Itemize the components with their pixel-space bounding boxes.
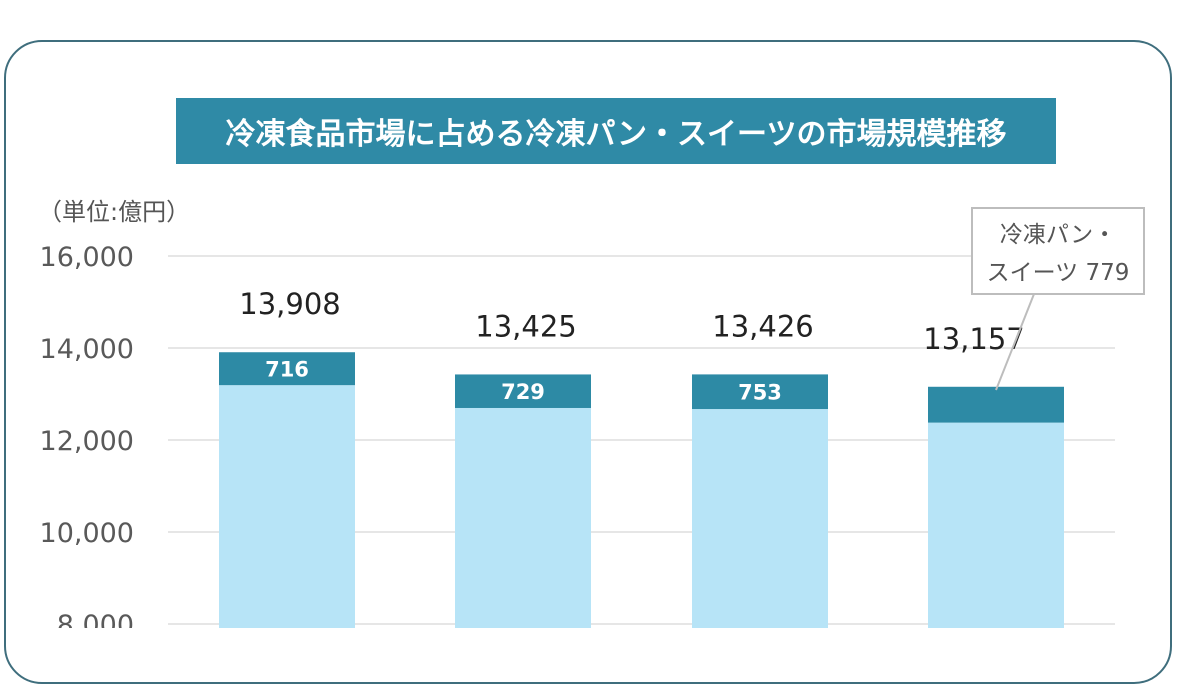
total-value-label: 13,426 xyxy=(712,309,813,343)
bar-segment-frozen-bread-sweets xyxy=(455,374,591,408)
y-tick-label: 8,000 xyxy=(57,610,134,628)
bar-segment-other xyxy=(219,385,355,628)
total-value-label: 13,908 xyxy=(239,287,340,321)
bar-segment-frozen-bread-sweets xyxy=(928,386,1064,423)
bar-segment-frozen-bread-sweets xyxy=(219,352,355,386)
y-tick-label: 16,000 xyxy=(40,242,134,273)
data-labels: 716 13,908 729 13,425 753 13,426 13,157 xyxy=(239,287,1024,404)
callout-line-2: スイーツ 779 xyxy=(987,260,1130,286)
unit-label: （単位:億円） xyxy=(38,198,191,226)
bar-segment-other xyxy=(692,409,828,628)
bar-segment-other xyxy=(455,407,591,628)
callout: 冷凍パン・スイーツ 779 xyxy=(971,207,1145,391)
segment-value-label: 729 xyxy=(501,380,545,404)
bars xyxy=(219,352,1064,628)
y-tick-label: 14,000 xyxy=(40,334,134,365)
segment-value-label: 753 xyxy=(738,381,782,405)
callout-leader-line xyxy=(995,293,1035,391)
total-value-label: 13,425 xyxy=(475,309,576,343)
total-value-label: 13,157 xyxy=(923,322,1024,356)
segment-value-label: 716 xyxy=(265,358,309,382)
y-tick-label: 12,000 xyxy=(40,426,134,457)
y-axis-ticks: 8,000 10,000 12,000 14,000 16,000 xyxy=(40,242,134,628)
chart-title: 冷凍食品市場に占める冷凍パン・スイーツの市場規模推移 xyxy=(176,98,1056,164)
callout-box xyxy=(971,207,1145,295)
callout-line-1: 冷凍パン・ xyxy=(1000,222,1116,248)
bar-segment-other xyxy=(928,422,1064,628)
y-tick-label: 10,000 xyxy=(40,518,134,549)
bar-segment-frozen-bread-sweets xyxy=(692,374,828,410)
